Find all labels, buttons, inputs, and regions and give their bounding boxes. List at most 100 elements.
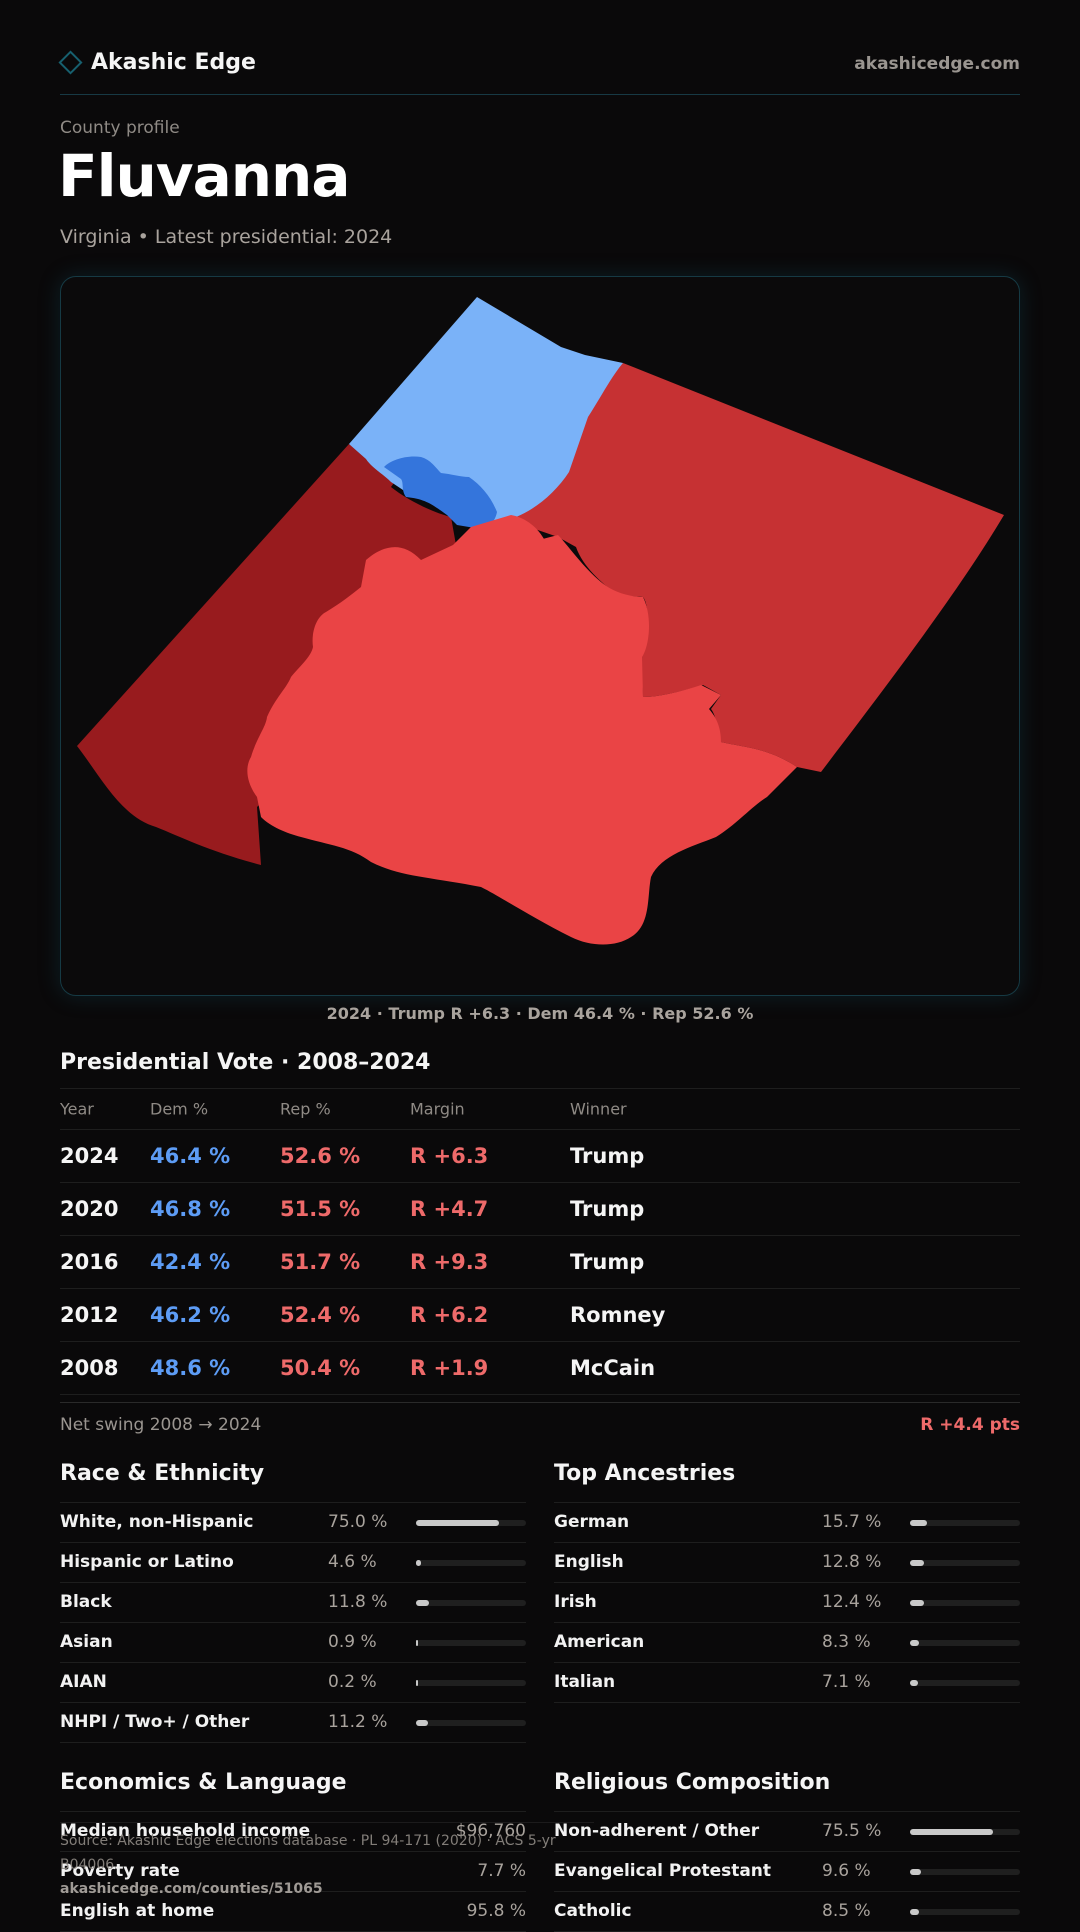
dem-cell: 46.8 %	[150, 1197, 231, 1221]
race-panel: Race & Ethnicity White, non-Hispanic 75.…	[60, 1454, 526, 1743]
table-row[interactable]: 2024 46.4 % 52.6 % R +6.3 Trump	[60, 1130, 1020, 1183]
religion-panel: Religious Composition Non-adherent / Oth…	[554, 1763, 1020, 1932]
col-rep: Rep %	[280, 1099, 331, 1119]
rep-cell: 52.4 %	[280, 1303, 361, 1327]
religion-bar-fill	[910, 1909, 920, 1915]
year-cell: 2016	[60, 1250, 119, 1274]
race-bar-fill	[416, 1560, 422, 1566]
page-subtitle: Virginia • Latest presidential: 2024	[60, 226, 393, 248]
page-footer: Source: Akashic Edge elections database …	[60, 1822, 594, 1901]
ancestry-bar-fill	[910, 1520, 928, 1526]
footer-url[interactable]: akashicedge.com/counties/51065	[60, 1881, 323, 1897]
ancestry-value: 7.1 %	[822, 1672, 871, 1692]
year-cell: 2012	[60, 1303, 119, 1327]
ancestry-bar	[910, 1560, 1020, 1566]
ancestry-row: Italian 7.1 %	[554, 1663, 1020, 1703]
ancestry-value: 12.4 %	[822, 1592, 882, 1612]
race-bar	[416, 1560, 526, 1566]
rep-cell: 50.4 %	[280, 1356, 361, 1380]
race-value: 0.2 %	[328, 1672, 377, 1692]
precinct-palmyra-core[interactable]	[384, 456, 497, 529]
table-row[interactable]: 2020 46.8 % 51.5 % R +4.7 Trump	[60, 1183, 1020, 1236]
rep-cell: 51.5 %	[280, 1197, 361, 1221]
precinct-south[interactable]	[247, 515, 797, 945]
religion-row: Catholic 8.5 %	[554, 1892, 1020, 1932]
race-value: 0.9 %	[328, 1632, 377, 1652]
race-value: 11.8 %	[328, 1592, 388, 1612]
net-swing: Net swing 2008 → 2024 R +4.4 pts	[60, 1402, 1020, 1447]
table-row[interactable]: 2016 42.4 % 51.7 % R +9.3 Trump	[60, 1236, 1020, 1289]
winner-cell: Trump	[570, 1144, 645, 1168]
economics-label: Poverty rate	[60, 1861, 180, 1881]
col-winner: Winner	[570, 1099, 627, 1119]
religion-value: 8.5 %	[822, 1901, 871, 1921]
ancestry-label: German	[554, 1512, 630, 1532]
religion-bar	[910, 1829, 1020, 1835]
source-note: Source: Akashic Edge elections database …	[60, 1833, 556, 1873]
race-row: Asian 0.9 %	[60, 1623, 526, 1663]
margin-cell: R +4.7	[410, 1197, 489, 1221]
diamond-logo-icon	[58, 50, 83, 75]
rep-cell: 51.7 %	[280, 1250, 361, 1274]
ancestry-label: English	[554, 1552, 624, 1572]
economics-value: $96,760	[455, 1821, 526, 1841]
religion-bar	[910, 1869, 1020, 1875]
ancestry-panel: Top Ancestries German 15.7 % English 12.…	[554, 1454, 1020, 1703]
race-label: White, non-Hispanic	[60, 1512, 254, 1532]
race-bar-fill	[416, 1720, 429, 1726]
ancestry-label: Irish	[554, 1592, 597, 1612]
ancestry-value: 8.3 %	[822, 1632, 871, 1652]
brand-name: Akashic Edge	[91, 50, 256, 75]
ancestry-label: American	[554, 1632, 645, 1652]
swing-label: Net swing 2008 → 2024	[60, 1415, 262, 1435]
race-row: Hispanic or Latino 4.6 %	[60, 1543, 526, 1583]
race-value: 4.6 %	[328, 1552, 377, 1572]
brand[interactable]: Akashic Edge	[58, 50, 256, 75]
race-bar-fill	[416, 1640, 418, 1646]
race-bar	[416, 1520, 526, 1526]
margin-cell: R +6.3	[410, 1144, 489, 1168]
race-bar-fill	[416, 1520, 499, 1526]
precinct-map	[77, 297, 1004, 945]
margin-cell: R +9.3	[410, 1250, 489, 1274]
race-row: White, non-Hispanic 75.0 %	[60, 1503, 526, 1543]
table-row[interactable]: 2008 48.6 % 50.4 % R +1.9 McCain	[60, 1342, 1020, 1395]
race-row: Black 11.8 %	[60, 1583, 526, 1623]
site-header: Akashic Edge akashicedge.com	[58, 48, 1020, 95]
race-label: Black	[60, 1592, 112, 1612]
margin-cell: R +1.9	[410, 1356, 489, 1380]
religion-row: Evangelical Protestant 9.6 %	[554, 1852, 1020, 1892]
ancestry-row: American 8.3 %	[554, 1623, 1020, 1663]
dem-cell: 42.4 %	[150, 1250, 231, 1274]
ancestry-row: German 15.7 %	[554, 1503, 1020, 1543]
race-value: 75.0 %	[328, 1512, 388, 1532]
winner-cell: Romney	[570, 1303, 666, 1327]
margin-cell: R +6.2	[410, 1303, 489, 1327]
precinct-west[interactable]	[77, 444, 461, 865]
religion-bar-fill	[910, 1869, 921, 1875]
year-cell: 2024	[60, 1144, 119, 1168]
presidential-title: Presidential Vote · 2008–2024	[60, 1050, 431, 1075]
race-label: AIAN	[60, 1672, 107, 1692]
table-row[interactable]: 2012 46.2 % 52.4 % R +6.2 Romney	[60, 1289, 1020, 1342]
col-margin: Margin	[410, 1099, 465, 1119]
economics-row: Poverty rate 7.7 %	[60, 1852, 526, 1892]
ancestry-bar-fill	[910, 1560, 925, 1566]
religion-label: Catholic	[554, 1901, 632, 1921]
race-title: Race & Ethnicity	[60, 1454, 526, 1503]
winner-cell: Trump	[570, 1250, 645, 1274]
race-row: AIAN 0.2 %	[60, 1663, 526, 1703]
race-bar	[416, 1720, 526, 1726]
presidential-table: Year Dem % Rep % Margin Winner 2024 46.4…	[60, 1088, 1020, 1395]
ancestry-value: 15.7 %	[822, 1512, 882, 1532]
page-kicker: County profile	[60, 118, 180, 138]
precinct-east[interactable]	[516, 363, 1004, 772]
ancestry-title: Top Ancestries	[554, 1454, 1020, 1503]
site-link[interactable]: akashicedge.com	[854, 54, 1020, 74]
race-bar	[416, 1600, 526, 1606]
winner-cell: McCain	[570, 1356, 656, 1380]
religion-value: 9.6 %	[822, 1861, 871, 1881]
swing-value: R +4.4 pts	[920, 1415, 1020, 1435]
ancestry-bar	[910, 1640, 1020, 1646]
religion-bar	[910, 1909, 1020, 1915]
